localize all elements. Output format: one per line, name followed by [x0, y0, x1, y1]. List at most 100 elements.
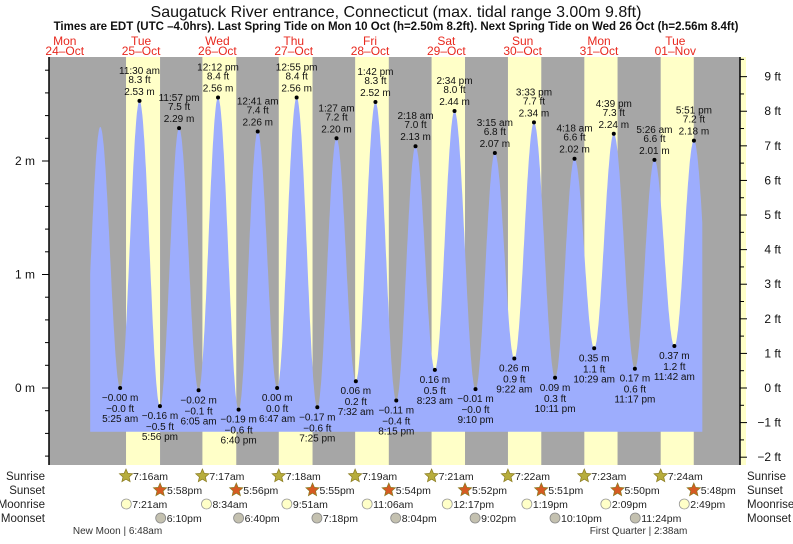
moon-phase-label: New Moon | 6:48am	[73, 526, 162, 537]
low-tide-height-m: −0.02 m	[180, 395, 216, 406]
high-tide-time: 5:26 am	[636, 125, 672, 136]
low-tide-point	[432, 367, 437, 372]
sunrise-time: 7:19am	[362, 471, 397, 483]
tide-area	[90, 97, 703, 432]
low-tide-height-ft: 0.5 ft	[424, 386, 446, 397]
moonset-time: 7:18pm	[323, 513, 358, 525]
low-tide-time: 5:56 pm	[142, 432, 178, 443]
low-tide-height-m: 0.17 m	[620, 374, 651, 385]
low-tide-height-m: 0.16 m	[420, 375, 451, 386]
low-tide-height-ft: −0.4 ft	[382, 416, 410, 427]
high-tide-height-m: 2.02 m	[559, 145, 590, 156]
day-of-week: Thu	[283, 34, 304, 48]
high-tide-height-ft: 8.4 ft	[207, 71, 229, 82]
sunset-time: 5:54pm	[396, 485, 431, 497]
moonset-icon	[390, 512, 402, 524]
low-tide-height-ft: 1.1 ft	[583, 364, 605, 375]
low-tide-point	[632, 366, 637, 371]
low-tide-point	[553, 375, 558, 380]
moonset-row-label-right: Moonset	[747, 513, 792, 525]
high-tide-time: 1:27 am	[318, 103, 354, 114]
tide-curve	[90, 97, 703, 432]
low-tide-height-ft: −0.0 ft	[461, 405, 489, 416]
right-tick-label: 7 ft	[764, 139, 781, 153]
high-tide-time: 2:18 am	[397, 111, 433, 122]
low-tide-height-m: 0.06 m	[341, 386, 372, 397]
low-tide-point	[157, 404, 162, 409]
moonset-icon	[233, 512, 245, 524]
day-of-week: Tue	[131, 34, 152, 48]
high-tide-height-ft: 6.6 ft	[643, 134, 665, 145]
high-tide-time: 11:57 pm	[159, 93, 200, 104]
daylight-band-edge	[741, 57, 746, 465]
high-tide-time: 3:33 pm	[516, 87, 552, 98]
high-tide-point	[452, 109, 457, 114]
low-tide-height-ft: 0.9 ft	[503, 374, 525, 385]
low-tide-point	[592, 346, 597, 351]
sunrise-time: 7:16am	[133, 471, 168, 483]
high-tide-height-ft: 7.2 ft	[325, 112, 347, 123]
right-tick-label: 0 ft	[764, 381, 781, 395]
low-tide-height-m: −0.00 m	[102, 393, 138, 404]
sunset-icon	[228, 482, 244, 497]
sunset-time: 5:52pm	[472, 485, 507, 497]
high-tide-time: 11:30 am	[119, 66, 160, 77]
moonrise-icon	[361, 498, 373, 510]
day-date: 27–Oct	[274, 44, 313, 58]
high-tide-height-ft: 8.4 ft	[286, 71, 308, 82]
high-tide-point	[255, 129, 260, 134]
low-tide-height-m: 0.35 m	[579, 353, 610, 364]
low-tide-height-ft: −0.5 ft	[146, 422, 174, 433]
low-tide-time: 7:32 am	[338, 407, 374, 418]
sunrise-icon	[118, 468, 134, 483]
low-tide-point	[315, 405, 320, 410]
high-tide-point	[177, 126, 182, 131]
high-tide-height-ft: 8.3 ft	[128, 75, 150, 86]
low-tide-time: 5:25 am	[102, 414, 138, 425]
sunrise-icon	[653, 468, 669, 483]
left-tick-label: 2 m	[15, 154, 35, 168]
high-tide-height-ft: 6.6 ft	[563, 133, 585, 144]
low-tide-height-m: −0.11 m	[378, 405, 414, 416]
day-of-week: Wed	[205, 34, 229, 48]
right-tick-label: −2 ft	[757, 450, 781, 464]
high-tide-height-ft: 6.8 ft	[484, 127, 506, 138]
low-tide-point	[512, 356, 517, 361]
moonset-time: 9:02pm	[481, 513, 516, 525]
moonrise-time: 7:21am	[132, 499, 167, 511]
low-tide-height-m: −0.19 m	[220, 415, 256, 426]
moonrise-icon	[201, 498, 212, 510]
moonset-time: 11:24pm	[641, 513, 681, 525]
low-tide-height-ft: −0.6 ft	[303, 423, 331, 434]
high-tide-height-m: 2.26 m	[242, 117, 273, 128]
low-tide-point	[236, 407, 241, 412]
sunset-icon	[610, 482, 626, 497]
low-tide-height-m: −0.17 m	[299, 412, 335, 423]
low-tide-time: 11:42 am	[654, 372, 695, 383]
sunrise-time: 7:17am	[209, 471, 244, 483]
low-tide-time: 8:23 am	[417, 396, 453, 407]
low-tide-point	[394, 398, 399, 403]
low-tide-height-ft: −0.1 ft	[185, 406, 213, 417]
sunrise-time: 7:24am	[668, 471, 703, 483]
moonrise-icon	[600, 498, 612, 510]
moonrise-time: 11:06am	[373, 499, 413, 511]
high-tide-height-ft: 8.3 ft	[364, 76, 386, 87]
right-tick-label: 2 ft	[764, 312, 781, 326]
low-tide-height-m: 0.00 m	[262, 393, 293, 404]
sunrise-icon	[500, 468, 516, 483]
high-tide-height-m: 2.44 m	[439, 97, 470, 108]
high-tide-time: 4:39 pm	[596, 99, 632, 110]
moonrise-time: 9:51am	[293, 499, 328, 511]
sunset-time: 5:51pm	[548, 485, 583, 497]
moonrise-icon	[281, 498, 293, 510]
sunset-icon	[533, 482, 549, 497]
sunset-row-label: Sunset	[9, 485, 46, 497]
high-tide-height-ft: 8.0 ft	[443, 85, 465, 96]
high-tide-time: 4:18 am	[556, 124, 592, 135]
high-tide-height-ft: 7.3 ft	[603, 108, 625, 119]
sunset-icon	[152, 482, 168, 497]
sunset-row-label-right: Sunset	[747, 485, 784, 497]
high-tide-height-ft: 7.5 ft	[168, 102, 190, 113]
high-tide-height-ft: 7.2 ft	[683, 115, 705, 126]
